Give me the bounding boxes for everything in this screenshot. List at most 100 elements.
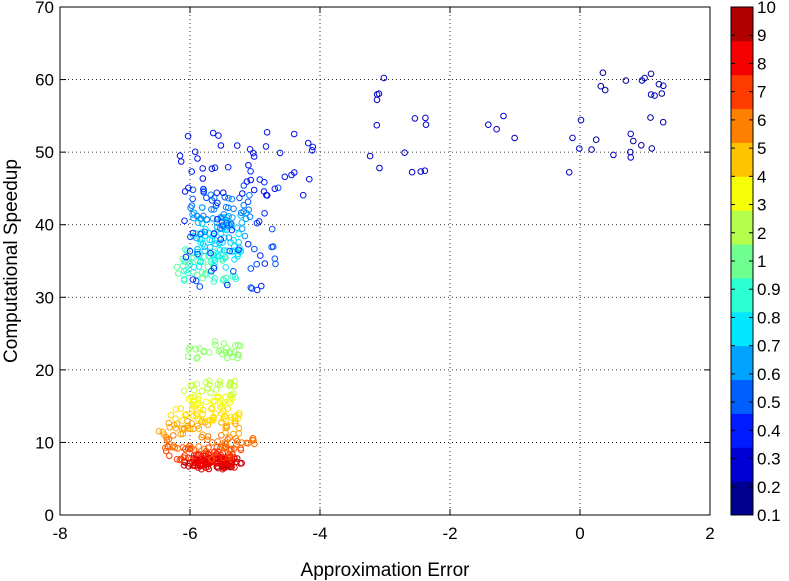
colorbar-segment (731, 40, 753, 76)
data-point (222, 424, 229, 432)
data-point (281, 173, 289, 181)
colorbar-label: 0.7 (757, 337, 781, 356)
data-point (212, 386, 220, 393)
data-point (216, 239, 223, 247)
data-point (193, 380, 201, 388)
data-point (221, 412, 229, 420)
data-point (182, 445, 189, 453)
data-point (247, 168, 254, 175)
data-point (181, 411, 189, 419)
data-point (660, 82, 667, 90)
data-point (511, 134, 518, 142)
data-point (210, 206, 218, 213)
data-point (227, 378, 235, 386)
data-point (309, 143, 317, 151)
data-point (220, 211, 228, 218)
data-point (201, 445, 208, 453)
data-point (223, 344, 230, 352)
data-point (181, 188, 189, 195)
data-point (226, 247, 234, 255)
data-point (192, 346, 200, 353)
data-point (244, 240, 252, 248)
data-point (231, 377, 239, 385)
data-point (576, 145, 583, 152)
data-point (246, 146, 254, 153)
data-point (214, 438, 221, 445)
data-point (209, 215, 217, 222)
data-point (422, 121, 430, 128)
y-tick-label: 50 (35, 143, 54, 162)
data-point (210, 230, 218, 238)
data-point (274, 184, 282, 192)
data-point (215, 252, 222, 260)
data-point (246, 213, 254, 220)
data-point (190, 399, 197, 406)
data-point (201, 348, 208, 355)
data-point (211, 398, 218, 405)
data-point (181, 258, 189, 265)
data-point (245, 206, 252, 214)
data-point (167, 411, 175, 419)
data-point (597, 82, 605, 90)
data-point (215, 132, 222, 139)
colorbar-label: 0.4 (757, 421, 781, 440)
data-point (210, 417, 217, 424)
data-point (599, 69, 607, 76)
data-point (207, 389, 214, 397)
data-point (421, 167, 429, 174)
data-point (172, 415, 179, 423)
data-point (199, 411, 206, 418)
data-point (592, 136, 600, 143)
colorbar-segment (731, 210, 753, 245)
data-point (215, 393, 222, 401)
data-point (221, 464, 229, 471)
data-point (217, 381, 224, 389)
data-point (622, 77, 630, 84)
data-point (263, 192, 271, 199)
data-point (182, 246, 189, 253)
data-point (204, 436, 211, 444)
y-tick-label: 70 (35, 0, 54, 17)
data-point (181, 217, 188, 225)
data-point (226, 350, 234, 357)
data-point (189, 195, 196, 203)
data-point (165, 419, 173, 427)
x-tick-label: -6 (182, 524, 197, 543)
data-point (166, 452, 173, 460)
data-point (180, 454, 188, 462)
data-point (190, 446, 197, 453)
data-point (210, 449, 217, 456)
data-point (197, 239, 204, 246)
data-point (217, 229, 225, 237)
data-point (227, 417, 234, 424)
data-point (260, 188, 268, 195)
data-point (193, 212, 201, 220)
data-point (228, 195, 236, 203)
data-point (235, 430, 243, 437)
data-point (194, 396, 202, 403)
colorbar-segment (731, 345, 753, 381)
colorbar-segment (731, 447, 753, 482)
data-point (183, 247, 191, 255)
data-point (195, 450, 202, 458)
data-point (201, 247, 209, 254)
plot-frame (59, 6, 711, 516)
data-point (233, 455, 241, 462)
data-point (213, 189, 221, 197)
data-point (223, 423, 231, 431)
colorbar-label: 5 (757, 139, 766, 158)
data-point (588, 146, 595, 153)
data-point (253, 286, 261, 294)
colorbar-label: 1 (757, 252, 766, 271)
data-point (236, 342, 244, 350)
colorbar-segment (731, 244, 753, 279)
data-point (194, 250, 201, 258)
data-point (190, 214, 197, 222)
data-point (196, 283, 204, 290)
data-point (187, 455, 195, 463)
data-point (250, 153, 258, 160)
data-point (235, 246, 242, 254)
data-point (216, 246, 224, 254)
y-tick-label: 0 (45, 506, 54, 525)
data-point (231, 464, 238, 471)
